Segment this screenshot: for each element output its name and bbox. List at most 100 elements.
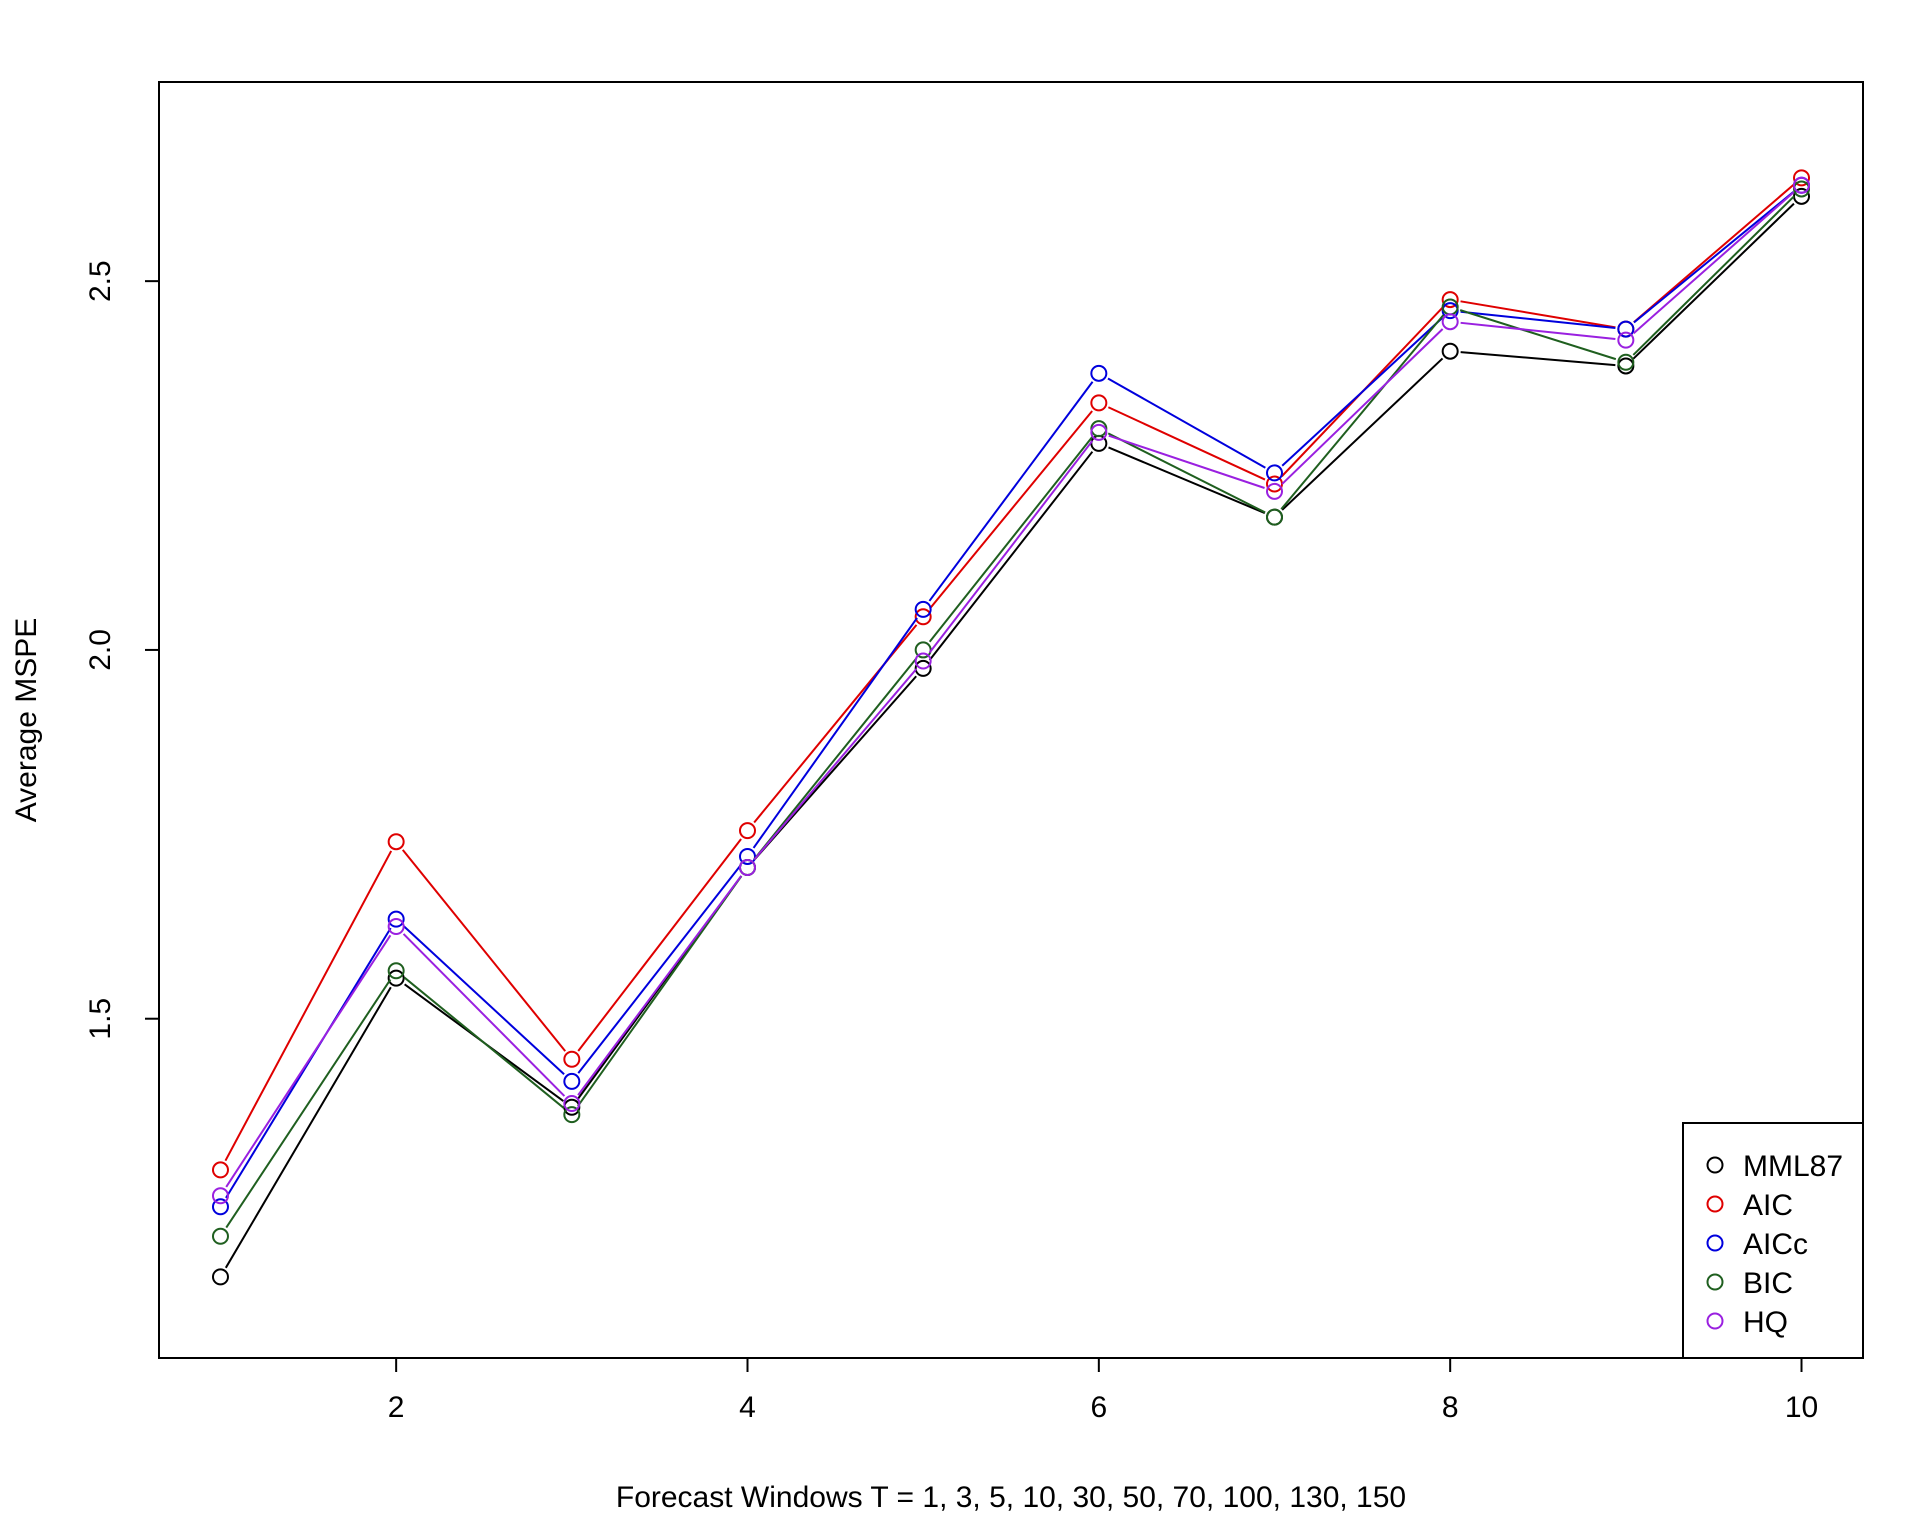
- data-point: [1441, 313, 1459, 331]
- series-segment: [1460, 310, 1616, 329]
- plot-frame: [158, 81, 1864, 1359]
- series-segment: [1633, 191, 1795, 324]
- series-segment: [577, 875, 743, 1096]
- series-mml87: [211, 187, 1811, 1286]
- legend-marker: [1706, 1195, 1724, 1213]
- series-segment: [1108, 434, 1265, 489]
- x-tick-label: 8: [1442, 1391, 1459, 1424]
- series-segment: [1281, 317, 1444, 467]
- series-segment: [403, 976, 565, 1109]
- data-point: [563, 1050, 581, 1068]
- data-point: [1617, 331, 1635, 349]
- series-segment: [1107, 377, 1266, 469]
- series-segment: [1460, 351, 1616, 367]
- series-bic: [211, 180, 1811, 1245]
- y-axis: 1.5 2.0 2.5: [84, 260, 159, 1040]
- data-point: [738, 822, 756, 840]
- legend: MML87 AIC AICc BIC HQ: [1682, 1122, 1864, 1359]
- series-segment: [753, 657, 918, 860]
- series-segment: [1459, 309, 1617, 361]
- series-segment: [1632, 195, 1795, 356]
- series-segment: [1281, 357, 1444, 511]
- series-segment: [224, 850, 393, 1162]
- legend-label: MML87: [1743, 1150, 1843, 1183]
- data-point: [387, 962, 405, 980]
- data-point: [387, 918, 405, 936]
- series-segment: [225, 978, 392, 1229]
- data-point: [211, 1227, 229, 1245]
- data-point: [1617, 353, 1635, 371]
- legend-marker: [1706, 1234, 1724, 1252]
- x-tick-label: 4: [739, 1391, 756, 1424]
- series-segment: [1280, 314, 1445, 510]
- data-point: [1441, 291, 1459, 309]
- data-point: [1090, 423, 1108, 441]
- legend-label: BIC: [1743, 1267, 1793, 1300]
- data-point: [563, 1095, 581, 1113]
- legend-marker: [1706, 1273, 1724, 1291]
- x-axis: 2 4 6 8 10: [388, 1358, 1818, 1424]
- series-segment: [577, 875, 743, 1107]
- data-point: [211, 1198, 229, 1216]
- data-point: [738, 847, 756, 865]
- series-segment: [928, 381, 1094, 602]
- legend-box: [1682, 1122, 1864, 1359]
- data-point: [1793, 176, 1811, 194]
- series-segment: [1107, 432, 1266, 514]
- data-point: [563, 1106, 581, 1124]
- data-point: [1793, 169, 1811, 187]
- legend-marker: [1706, 1312, 1724, 1330]
- legend-marker: [1706, 1156, 1724, 1174]
- data-point: [211, 1161, 229, 1179]
- data-point: [1090, 364, 1108, 382]
- series-aicc: [211, 176, 1811, 1216]
- data-point: [1090, 394, 1108, 412]
- series-segment: [402, 933, 566, 1097]
- series-segment: [928, 436, 1094, 643]
- series-segment: [403, 925, 565, 1076]
- y-tick-label: 2.5: [84, 260, 117, 302]
- series-segment: [1107, 406, 1266, 481]
- series-segment: [928, 440, 1094, 654]
- data-point: [914, 652, 932, 670]
- x-tick-label: 2: [388, 1391, 405, 1424]
- x-axis-title: Forecast Windows T = 1, 3, 5, 10, 30, 50…: [616, 1481, 1406, 1514]
- data-point: [1266, 464, 1284, 482]
- series-segment: [1632, 202, 1795, 360]
- series-segment: [1460, 321, 1616, 341]
- data-point: [211, 1187, 229, 1205]
- legend-label: AIC: [1743, 1189, 1793, 1222]
- series-segment: [929, 410, 1093, 610]
- series-segment: [1281, 328, 1444, 485]
- data-point: [387, 910, 405, 928]
- series-segment: [577, 838, 742, 1052]
- data-point: [1617, 320, 1635, 338]
- data-point: [914, 659, 932, 677]
- series-segment: [225, 934, 392, 1188]
- series-segment: [577, 864, 742, 1074]
- y-tick-label: 1.5: [84, 998, 117, 1040]
- series-segment: [225, 927, 392, 1199]
- data-point: [914, 608, 932, 626]
- data-point: [387, 833, 405, 851]
- series-hq: [211, 176, 1811, 1205]
- y-tick-label: 2.0: [84, 629, 117, 671]
- data-point: [914, 600, 932, 618]
- x-tick-label: 10: [1785, 1391, 1818, 1424]
- series-segment: [1108, 446, 1266, 515]
- legend-label: AICc: [1743, 1228, 1808, 1261]
- legend-label: HQ: [1743, 1306, 1788, 1339]
- series-segment: [1460, 300, 1616, 329]
- data-point: [1617, 357, 1635, 375]
- series-segment: [224, 986, 392, 1269]
- data-point: [738, 859, 756, 877]
- series-segment: [1633, 183, 1795, 323]
- series-segment: [752, 617, 918, 849]
- series-layer: [211, 169, 1811, 1286]
- series-segment: [401, 849, 567, 1052]
- series-segment: [1633, 191, 1795, 334]
- data-point: [1266, 508, 1284, 526]
- data-point: [1266, 482, 1284, 500]
- data-point: [1441, 342, 1459, 360]
